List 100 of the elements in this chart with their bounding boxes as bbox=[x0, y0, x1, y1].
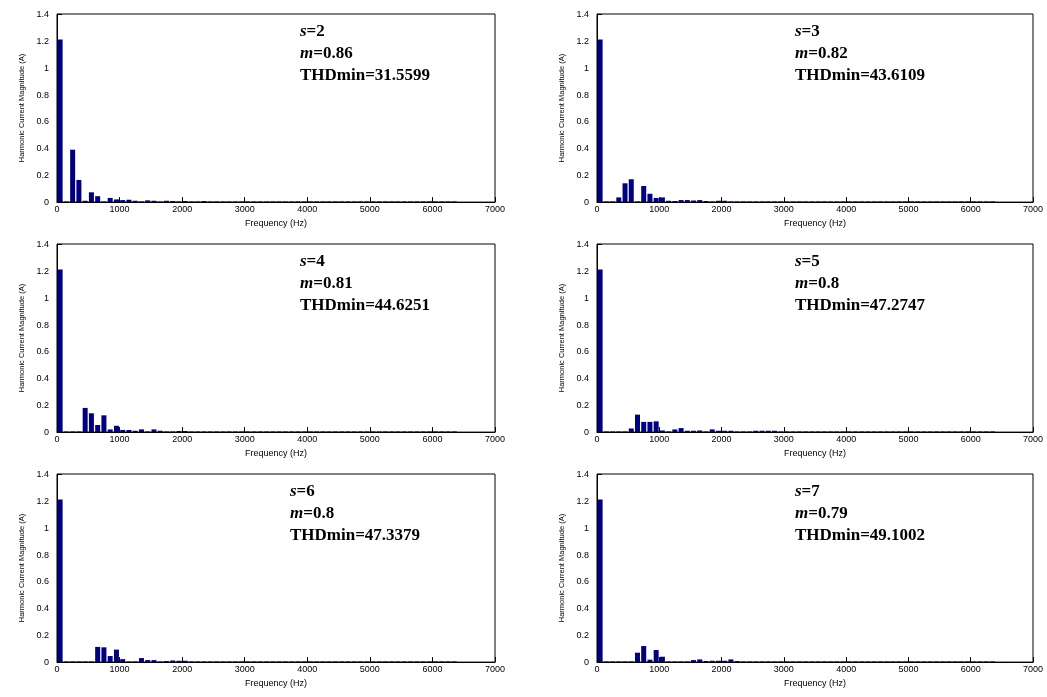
x-tick-label: 4000 bbox=[836, 203, 857, 214]
x-tick-label: 4000 bbox=[836, 663, 857, 674]
y-tick-label: 0.8 bbox=[576, 89, 589, 100]
y-tick-label: 0.8 bbox=[576, 319, 589, 330]
y-tick-label: 0.4 bbox=[36, 603, 49, 614]
y-tick-label: 1 bbox=[43, 62, 49, 73]
annotation: s=3 bbox=[794, 21, 820, 40]
annotation: m=0.8 bbox=[795, 273, 840, 292]
x-tick-label: 0 bbox=[594, 433, 600, 444]
annotation: m=0.81 bbox=[300, 273, 353, 292]
x-tick-label: 6000 bbox=[422, 663, 443, 674]
x-tick-label: 1000 bbox=[649, 663, 670, 674]
annotation: s=4 bbox=[299, 251, 326, 270]
x-tick-label: 2000 bbox=[711, 663, 732, 674]
x-tick-label: 2000 bbox=[172, 433, 193, 444]
x-tick-label: 0 bbox=[594, 663, 600, 674]
y-tick-label: 0.4 bbox=[36, 143, 49, 154]
y-tick-label: 0.2 bbox=[36, 170, 49, 181]
x-tick-label: 4000 bbox=[297, 433, 318, 444]
x-tick-label: 5000 bbox=[898, 663, 919, 674]
x-tick-label: 0 bbox=[54, 663, 60, 674]
x-tick-label: 0 bbox=[54, 433, 60, 444]
x-tick-label: 3000 bbox=[773, 663, 794, 674]
x-tick-label: 2000 bbox=[711, 433, 732, 444]
annotation: THDmin=31.5599 bbox=[300, 65, 431, 84]
x-tick-label: 3000 bbox=[773, 203, 794, 214]
y-tick-label: 1 bbox=[583, 522, 589, 533]
y-tick-label: 0.8 bbox=[36, 549, 49, 560]
x-tick-label: 3000 bbox=[234, 663, 255, 674]
y-tick-label: 0.4 bbox=[576, 143, 589, 154]
x-tick-label: 5000 bbox=[359, 433, 380, 444]
x-tick-label: 5000 bbox=[359, 663, 380, 674]
y-tick-label: 1.4 bbox=[576, 9, 589, 19]
y-tick-label: 0.2 bbox=[576, 400, 589, 411]
x-tick-label: 5000 bbox=[898, 433, 919, 444]
x-tick-label: 6000 bbox=[422, 203, 443, 214]
y-tick-label: 1 bbox=[583, 62, 589, 73]
y-tick-label: 1.4 bbox=[36, 239, 49, 249]
y-tick-label: 0.4 bbox=[576, 373, 589, 384]
x-tick-label: 7000 bbox=[1022, 433, 1044, 444]
x-tick-label: 3000 bbox=[234, 203, 255, 214]
y-tick-label: 0.6 bbox=[576, 576, 589, 587]
x-tick-label: 6000 bbox=[960, 663, 981, 674]
x-tick-label: 3000 bbox=[234, 433, 255, 444]
y-tick-label: 0.6 bbox=[36, 346, 49, 357]
annotation: s=7 bbox=[794, 481, 821, 500]
y-tick-label: 1.4 bbox=[36, 9, 49, 19]
annotation: s=6 bbox=[289, 481, 315, 500]
annotation: m=0.86 bbox=[300, 43, 353, 62]
x-tick-label: 0 bbox=[54, 203, 60, 214]
x-tick-label: 7000 bbox=[484, 433, 506, 444]
y-tick-label: 1.4 bbox=[576, 469, 589, 479]
y-tick-label: 1.2 bbox=[576, 265, 589, 276]
x-tick-label: 4000 bbox=[836, 433, 857, 444]
x-tick-label: 4000 bbox=[297, 203, 318, 214]
x-tick-label: 4000 bbox=[297, 663, 318, 674]
x-tick-label: 5000 bbox=[898, 203, 919, 214]
x-tick-label: 7000 bbox=[1022, 663, 1044, 674]
x-axis-title: Frequency (Hz) bbox=[783, 217, 847, 228]
x-axis-title: Frequency (Hz) bbox=[244, 447, 308, 458]
y-tick-label: 1 bbox=[583, 292, 589, 303]
annotation: THDmin=43.6109 bbox=[795, 65, 926, 84]
y-tick-label: 0.8 bbox=[36, 319, 49, 330]
y-tick-label: 1.2 bbox=[576, 495, 589, 506]
y-tick-label: 0.6 bbox=[576, 116, 589, 127]
y-tick-label: 0.2 bbox=[576, 170, 589, 181]
x-tick-label: 1000 bbox=[649, 433, 670, 444]
x-tick-label: 7000 bbox=[484, 203, 506, 214]
y-tick-label: 0.8 bbox=[576, 549, 589, 560]
y-tick-label: 1 bbox=[43, 292, 49, 303]
x-axis-title: Frequency (Hz) bbox=[783, 447, 847, 458]
x-tick-label: 0 bbox=[594, 203, 600, 214]
x-tick-label: 1000 bbox=[109, 433, 130, 444]
y-tick-label: 0.2 bbox=[576, 630, 589, 641]
annotation: m=0.79 bbox=[795, 503, 848, 522]
y-tick-label: 0.4 bbox=[576, 603, 589, 614]
x-tick-label: 2000 bbox=[711, 203, 732, 214]
annotation: m=0.82 bbox=[795, 43, 848, 62]
y-tick-label: 1.4 bbox=[576, 239, 589, 249]
x-tick-label: 7000 bbox=[484, 663, 506, 674]
annotation: m=0.8 bbox=[290, 503, 335, 522]
x-tick-label: 6000 bbox=[960, 203, 981, 214]
x-axis-title: Frequency (Hz) bbox=[783, 677, 847, 688]
x-tick-label: 6000 bbox=[960, 433, 981, 444]
x-tick-label: 7000 bbox=[1022, 203, 1044, 214]
x-tick-label: 2000 bbox=[172, 663, 193, 674]
annotation: s=5 bbox=[794, 251, 820, 270]
y-tick-label: 1.2 bbox=[36, 495, 49, 506]
x-tick-label: 5000 bbox=[359, 203, 380, 214]
y-tick-label: 1.2 bbox=[576, 35, 589, 46]
x-axis-title: Frequency (Hz) bbox=[244, 217, 308, 228]
annotation: THDmin=47.2747 bbox=[795, 295, 926, 314]
y-tick-label: 0.6 bbox=[576, 346, 589, 357]
y-tick-label: 1 bbox=[43, 522, 49, 533]
annotation: s=2 bbox=[299, 21, 325, 40]
annotation: THDmin=44.6251 bbox=[300, 295, 431, 314]
x-tick-label: 1000 bbox=[109, 663, 130, 674]
y-tick-label: 0.8 bbox=[36, 89, 49, 100]
annotation: THDmin=47.3379 bbox=[290, 525, 421, 544]
y-tick-label: 0.6 bbox=[36, 116, 49, 127]
